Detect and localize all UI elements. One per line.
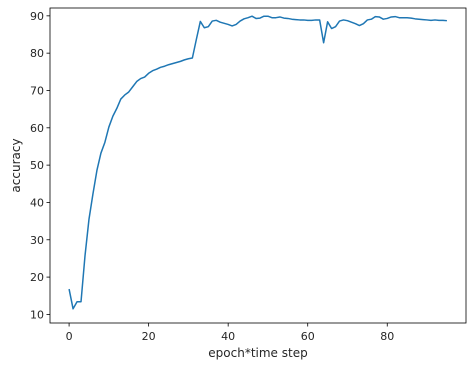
y-tick-label: 10 bbox=[30, 308, 44, 321]
x-tick-label: 60 bbox=[301, 330, 315, 343]
y-tick-label: 80 bbox=[30, 47, 44, 60]
x-axis-label: epoch*time step bbox=[208, 346, 307, 360]
y-tick-label: 50 bbox=[30, 159, 44, 172]
plot-frame bbox=[49, 7, 467, 324]
y-tick-label: 70 bbox=[30, 84, 44, 97]
y-tick-label: 60 bbox=[30, 122, 44, 135]
series-line bbox=[68, 15, 447, 310]
x-tick-label: 0 bbox=[66, 330, 73, 343]
x-tick-label: 20 bbox=[142, 330, 156, 343]
y-tick-label: 20 bbox=[30, 271, 44, 284]
x-tick-label: 80 bbox=[380, 330, 394, 343]
y-tick-label: 90 bbox=[30, 10, 44, 23]
series-group bbox=[68, 15, 447, 310]
x-axis-ticks: 0 20 40 60 80 bbox=[66, 323, 394, 343]
y-tick-label: 30 bbox=[30, 234, 44, 247]
y-axis-label: accuracy bbox=[9, 138, 23, 192]
x-tick-label: 40 bbox=[221, 330, 235, 343]
y-axis-ticks: 10 20 30 40 50 60 70 80 90 bbox=[30, 10, 50, 321]
y-tick-label: 40 bbox=[30, 196, 44, 209]
